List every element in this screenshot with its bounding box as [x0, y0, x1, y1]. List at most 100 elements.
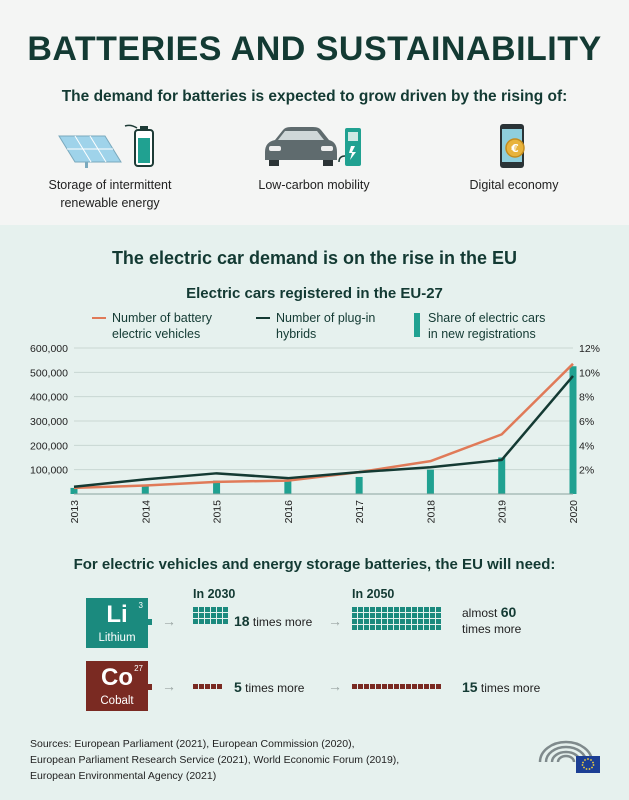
electric-car-charger-icon [224, 120, 404, 170]
unit-square [376, 684, 381, 689]
unit-square [430, 619, 435, 624]
lithium-tile: Li 3 Lithium [86, 598, 148, 648]
unit-square [430, 684, 435, 689]
arrow-icon: → [162, 678, 176, 694]
unit-square [382, 607, 387, 612]
unit-square [388, 607, 393, 612]
lithium-2030-value: 18 [234, 613, 250, 629]
year-2030-label: In 2030 [193, 587, 236, 601]
unit-square [406, 613, 411, 618]
smartphone-coin-icon: € [424, 120, 604, 170]
legend-bev-line2: electric vehicles [112, 327, 201, 341]
cobalt-2030-multiplier: 5 times more [234, 679, 304, 696]
unit-square [370, 619, 375, 624]
legend-bev-swatch [92, 317, 106, 319]
x-tick-label: 2015 [212, 500, 224, 524]
unit-square [382, 625, 387, 630]
unit-square [364, 684, 369, 689]
unit-square [205, 613, 210, 618]
unit-square [388, 613, 393, 618]
y-tick-right: 4% [579, 440, 594, 452]
unit-square [199, 684, 204, 689]
x-tick-label: 2019 [497, 500, 509, 524]
unit-square [352, 607, 357, 612]
lithium-2050-grid [352, 607, 441, 630]
share-bar [70, 487, 78, 494]
unit-square [436, 607, 441, 612]
unit-square [382, 684, 387, 689]
unit-square [400, 619, 405, 624]
cobalt-2050-multiplier: 15 times more [462, 679, 540, 696]
lithium-2050-multiplier: almost 60 times more [462, 604, 521, 637]
sources-line1: Sources: European Parliament (2021), Eur… [30, 738, 355, 750]
unit-square [394, 684, 399, 689]
unit-square [418, 684, 423, 689]
share-bar [498, 457, 506, 494]
driver-label-line1: Low-carbon mobility [258, 178, 370, 192]
y-tick-right: 2% [579, 465, 594, 477]
year-2050-label: In 2050 [352, 587, 395, 601]
unit-square [436, 619, 441, 624]
unit-square [211, 619, 216, 624]
lithium-2030-multiplier: 18 times more [234, 613, 312, 630]
unit-square [193, 613, 198, 618]
unit-square [223, 619, 228, 624]
driver-label-line1: Storage of intermittent [48, 178, 172, 192]
unit-square [370, 625, 375, 630]
top-panel [0, 0, 629, 225]
unit-square [193, 607, 198, 612]
arrow-icon: → [328, 613, 342, 629]
x-tick-label: 2020 [568, 500, 580, 524]
unit-square [370, 684, 375, 689]
unit-square [430, 625, 435, 630]
cobalt-unit-square [146, 684, 152, 690]
unit-square [352, 619, 357, 624]
cobalt-2030-text: times more [245, 681, 305, 695]
share-bar [426, 469, 434, 494]
unit-square [400, 684, 405, 689]
driver-low-carbon-mobility: Low-carbon mobility [224, 120, 404, 194]
arrow-icon: → [328, 678, 342, 694]
section-heading: The electric car demand is on the rise i… [111, 248, 518, 268]
unit-square [211, 684, 216, 689]
lithium-name: Lithium [98, 632, 136, 644]
unit-square [418, 613, 423, 618]
unit-square [364, 607, 369, 612]
unit-square [412, 613, 417, 618]
y-tick-left: 400,000 [30, 392, 68, 404]
x-tick-label: 2016 [283, 500, 295, 524]
unit-square [436, 625, 441, 630]
unit-square [358, 619, 363, 624]
unit-square [412, 607, 417, 612]
unit-square [211, 613, 216, 618]
unit-square [364, 625, 369, 630]
share-bar [141, 485, 149, 494]
unit-square [418, 607, 423, 612]
lithium-2050-prefix: almost [462, 606, 498, 620]
unit-square [352, 684, 357, 689]
sources-line2: European Parliament Research Service (20… [30, 754, 400, 766]
unit-square [193, 684, 198, 689]
cobalt-2030-row [193, 684, 222, 689]
cobalt-symbol: Co [101, 664, 133, 691]
cobalt-2030-value: 5 [234, 679, 242, 695]
y-tick-left: 600,000 [30, 343, 68, 355]
legend-bev-line1: Number of battery [112, 311, 213, 325]
x-tick-label: 2018 [425, 500, 437, 524]
solar-panel-battery-icon [20, 120, 200, 170]
unit-square [376, 619, 381, 624]
legend-phev: Number of plug-in hybrids [256, 310, 375, 342]
unit-square [217, 613, 222, 618]
lithium-2030-text: times more [252, 615, 313, 629]
unit-square [412, 619, 417, 624]
unit-square [388, 625, 393, 630]
unit-square [376, 613, 381, 618]
unit-square [193, 619, 198, 624]
driver-label-line1: Digital economy [469, 178, 559, 192]
unit-square [406, 625, 411, 630]
unit-square [418, 625, 423, 630]
unit-square [352, 613, 357, 618]
unit-square [199, 613, 204, 618]
unit-square [364, 619, 369, 624]
y-tick-right: 8% [579, 392, 594, 404]
